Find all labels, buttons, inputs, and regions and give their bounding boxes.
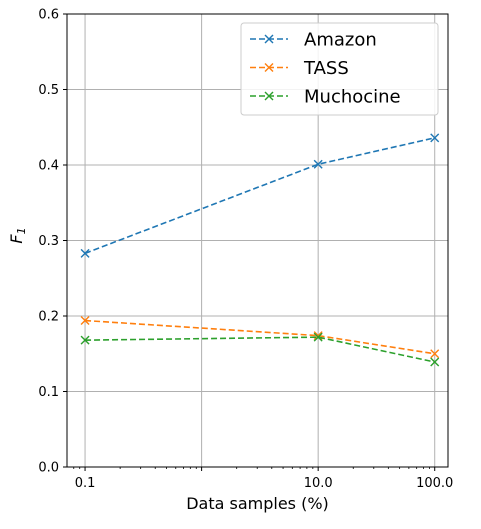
y-axis-label: F1 — [7, 227, 28, 243]
ticks: 0.0 0.1 0.2 0.3 0.4 0.5 0.6 0.1 10.0 100.0 — [38, 8, 453, 492]
x-tick-label: 10.0 — [304, 476, 333, 491]
legend-marker-amazon — [264, 34, 274, 44]
x-tick-label: 0.1 — [75, 476, 96, 491]
series-line-tass — [85, 319, 435, 355]
series-line-muchocine — [85, 336, 435, 363]
series-line-amazon — [84, 137, 435, 255]
x-axis-label: Data samples (%) — [186, 494, 329, 513]
data-point-amazon — [80, 248, 90, 258]
legend-box — [240, 22, 439, 116]
legend: Amazon TASS Muchocine — [240, 22, 439, 116]
y-axis-label-main: F — [7, 234, 26, 244]
y-tick-label: 0.6 — [38, 8, 59, 23]
y-tick-label: 0.5 — [38, 83, 59, 98]
y-tick-label: 0.3 — [38, 234, 59, 249]
y-tick-label: 0.4 — [38, 159, 59, 174]
legend-label-muchocine: Muchocine — [304, 87, 401, 108]
data-point-muchocine — [430, 357, 440, 367]
legend-label-tass: TASS — [303, 58, 349, 79]
data-point-tass — [430, 349, 440, 359]
y-tick-label: 0.1 — [38, 385, 59, 400]
legend-item-tass: TASS — [250, 58, 349, 79]
legend-item-amazon: Amazon — [250, 30, 377, 51]
x-tick-label: 100.0 — [416, 476, 453, 491]
series-layer — [80, 133, 440, 367]
data-point-tass — [80, 316, 90, 326]
data-point-muchocine — [313, 332, 323, 342]
data-point-amazon — [313, 159, 323, 169]
legend-marker-muchocine — [264, 91, 274, 101]
data-point-amazon — [430, 133, 440, 143]
data-point-muchocine — [80, 335, 90, 345]
y-axis-label-subscript: 1 — [15, 227, 28, 234]
legend-marker-tass — [264, 63, 274, 72]
y-tick-label: 0.2 — [38, 310, 59, 325]
legend-item-muchocine: Muchocine — [250, 87, 401, 108]
y-tick-label: 0.0 — [38, 461, 59, 476]
legend-label-amazon: Amazon — [304, 30, 377, 51]
